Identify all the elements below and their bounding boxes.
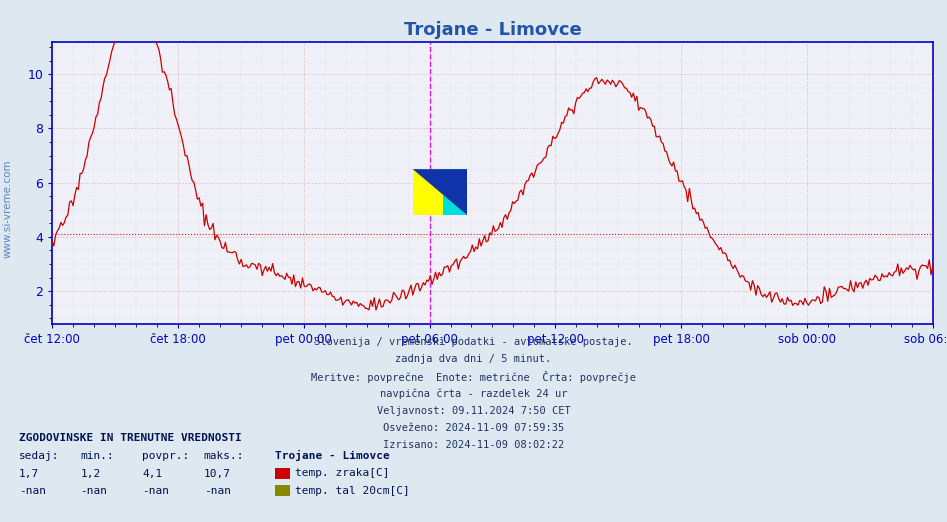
Text: zadnja dva dni / 5 minut.: zadnja dva dni / 5 minut. (396, 354, 551, 364)
Text: Meritve: povprečne  Enote: metrične  Črta: povprečje: Meritve: povprečne Enote: metrične Črta:… (311, 371, 636, 383)
Text: -nan: -nan (19, 486, 46, 496)
Text: 1,2: 1,2 (80, 469, 100, 479)
Polygon shape (443, 169, 467, 215)
Text: Slovenija / vremenski podatki - avtomatske postaje.: Slovenija / vremenski podatki - avtomats… (314, 337, 633, 347)
Text: min.:: min.: (80, 452, 115, 461)
Text: Izrisano: 2024-11-09 08:02:22: Izrisano: 2024-11-09 08:02:22 (383, 440, 564, 450)
Text: temp. zraka[C]: temp. zraka[C] (295, 468, 389, 479)
Text: 10,7: 10,7 (204, 469, 231, 479)
Text: -nan: -nan (142, 486, 170, 496)
Text: navpična črta - razdelek 24 ur: navpična črta - razdelek 24 ur (380, 388, 567, 399)
Text: ZGODOVINSKE IN TRENUTNE VREDNOSTI: ZGODOVINSKE IN TRENUTNE VREDNOSTI (19, 433, 241, 443)
Text: www.si-vreme.com: www.si-vreme.com (3, 160, 12, 258)
Text: temp. tal 20cm[C]: temp. tal 20cm[C] (295, 485, 409, 496)
Text: povpr.:: povpr.: (142, 452, 189, 461)
Text: Veljavnost: 09.11.2024 7:50 CET: Veljavnost: 09.11.2024 7:50 CET (377, 406, 570, 416)
Bar (413, 169, 443, 215)
Text: 1,7: 1,7 (19, 469, 39, 479)
Text: Osveženo: 2024-11-09 07:59:35: Osveženo: 2024-11-09 07:59:35 (383, 423, 564, 433)
Text: maks.:: maks.: (204, 452, 244, 461)
Text: -nan: -nan (80, 486, 108, 496)
Text: -nan: -nan (204, 486, 231, 496)
Title: Trojane - Limovce: Trojane - Limovce (403, 21, 581, 39)
Text: Trojane - Limovce: Trojane - Limovce (275, 450, 389, 461)
Text: 4,1: 4,1 (142, 469, 162, 479)
Text: sedaj:: sedaj: (19, 452, 60, 461)
Polygon shape (413, 169, 467, 215)
